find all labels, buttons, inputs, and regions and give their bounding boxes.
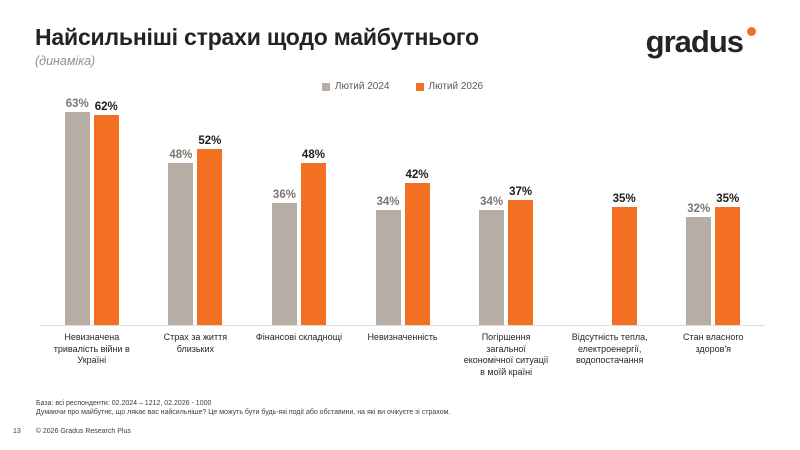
bar-feb-2024 bbox=[479, 210, 505, 325]
footnote-question: Думаючи про майбутнє, що лякає вас найси… bbox=[36, 409, 451, 417]
bar-value-label-feb-2024: 34% bbox=[376, 196, 400, 208]
chart-category-labels: Невизначена тривалість війни в Україні Ст… bbox=[40, 332, 765, 379]
chart-category-group: 48% 52% bbox=[144, 135, 248, 325]
bar-feb-2026 bbox=[715, 207, 741, 325]
bar-slot-feb-2026: 37% bbox=[508, 186, 534, 325]
bar-slot-feb-2026: 62% bbox=[93, 101, 119, 325]
chart-legend: Лютий 2024 Лютий 2026 bbox=[40, 81, 765, 92]
category-label: Фінансові складнощі bbox=[255, 332, 342, 342]
bar-feb-2026 bbox=[300, 163, 326, 325]
bar-slot-feb-2024: 63% bbox=[64, 98, 90, 325]
bar-feb-2026 bbox=[611, 207, 637, 325]
bar-value-label-feb-2026: 37% bbox=[509, 186, 533, 198]
bar-feb-2026 bbox=[404, 183, 430, 325]
bar-slot-feb-2024: 36% bbox=[271, 189, 297, 325]
category-label: Невизначена тривалість війни в Україні bbox=[53, 332, 130, 366]
bar-slot-feb-2024: 32% bbox=[686, 203, 712, 325]
legend-item-feb-2026: Лютий 2026 bbox=[415, 81, 484, 92]
bar-slot-feb-2024: 48% bbox=[168, 149, 194, 325]
bar-chart: 63% 62% 48% 52% 36% 48% 34% 42% 34% 37% 35% 32% 35% … bbox=[40, 95, 765, 379]
gradus-logo-text: gradus bbox=[645, 24, 744, 59]
footer-row: 13 © 2026 Gradus Research Plus bbox=[13, 428, 131, 435]
chart-category-group: 36% 48% bbox=[247, 149, 351, 325]
bar-value-label-feb-2026: 35% bbox=[612, 193, 636, 205]
category-label: Відсутність тепла, електроенергії, водоп… bbox=[571, 332, 648, 366]
bar-feb-2026 bbox=[93, 115, 119, 325]
bar-feb-2024 bbox=[271, 203, 297, 325]
logo-dot-icon bbox=[747, 27, 756, 36]
chart-category-group: 32% 35% bbox=[661, 193, 765, 325]
category-label: Стан власного здоров'я bbox=[683, 332, 744, 354]
bar-value-label-feb-2024: 48% bbox=[169, 149, 193, 161]
bar-value-label-feb-2026: 52% bbox=[198, 135, 222, 147]
chart-category-group: 34% 42% bbox=[351, 169, 455, 325]
bar-slot-feb-2026: 48% bbox=[300, 149, 326, 325]
page-number: 13 bbox=[13, 428, 21, 435]
legend-swatch-feb-2026 bbox=[415, 82, 424, 91]
legend-label-feb-2024: Лютий 2024 bbox=[334, 81, 390, 92]
bar-slot-feb-2026: 35% bbox=[715, 193, 741, 325]
legend-label-feb-2026: Лютий 2026 bbox=[428, 81, 484, 92]
chart-category-group: 35% bbox=[558, 193, 662, 325]
bar-feb-2024 bbox=[686, 217, 712, 325]
category-label: Страх за життя близьких bbox=[163, 332, 228, 354]
bar-value-label-feb-2024: 36% bbox=[272, 189, 296, 201]
legend-swatch-feb-2024 bbox=[321, 82, 330, 91]
bar-feb-2026 bbox=[197, 149, 223, 325]
bar-slot-feb-2026: 52% bbox=[197, 135, 223, 325]
chart-plot-area: 63% 62% 48% 52% 36% 48% 34% 42% 34% 37% 35% 32% 35% bbox=[40, 95, 765, 326]
footnotes: База: всі респонденти: 02.2024 – 1212, 0… bbox=[36, 399, 450, 417]
bar-slot-feb-2026: 42% bbox=[404, 169, 430, 325]
footnote-base: База: всі респонденти: 02.2024 – 1212, 0… bbox=[36, 400, 212, 407]
gradus-logo: gradus bbox=[646, 24, 756, 60]
category-label: Невизначенність bbox=[367, 332, 438, 342]
bar-value-label-feb-2024: 32% bbox=[687, 203, 711, 215]
copyright: © 2026 Gradus Research Plus bbox=[35, 428, 131, 435]
page-subtitle: (динаміка) bbox=[35, 54, 96, 68]
bar-value-label-feb-2024: 63% bbox=[65, 98, 89, 110]
page-title: Найсильніші страхи щодо майбутнього bbox=[35, 24, 479, 50]
chart-category-group: 34% 37% bbox=[454, 186, 558, 325]
bar-value-label-feb-2026: 42% bbox=[405, 169, 429, 181]
bar-slot-feb-2024: 34% bbox=[375, 196, 401, 325]
bar-value-label-feb-2026: 62% bbox=[94, 101, 118, 113]
legend-item-feb-2024: Лютий 2024 bbox=[321, 81, 390, 92]
bar-slot-feb-2026: 35% bbox=[611, 193, 637, 325]
bar-feb-2024 bbox=[375, 210, 401, 325]
chart-category-group: 63% 62% bbox=[40, 98, 144, 325]
bar-value-label-feb-2024: 34% bbox=[480, 196, 504, 208]
bar-value-label-feb-2026: 48% bbox=[301, 149, 325, 161]
bar-feb-2024 bbox=[64, 112, 90, 325]
bar-feb-2024 bbox=[168, 163, 194, 325]
bar-slot-feb-2024: 34% bbox=[479, 196, 505, 325]
header: Найсильніші страхи щодо майбутнього (дин… bbox=[35, 24, 479, 68]
bar-feb-2026 bbox=[508, 200, 534, 325]
category-label: Погіршення загальної економічної ситуаці… bbox=[463, 332, 549, 378]
bar-value-label-feb-2026: 35% bbox=[716, 193, 740, 205]
